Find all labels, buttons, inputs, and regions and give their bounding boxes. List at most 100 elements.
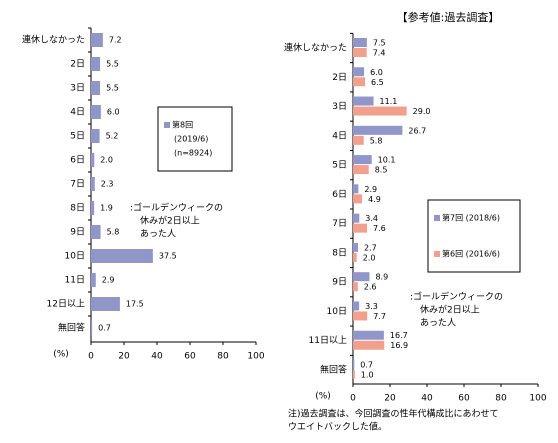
x-tick-label: 40 bbox=[151, 352, 163, 362]
x-tick-label: 80 bbox=[217, 352, 229, 362]
bar bbox=[353, 38, 367, 47]
bar bbox=[353, 125, 403, 135]
bar bbox=[91, 297, 120, 311]
x-tick-label: 80 bbox=[495, 394, 507, 404]
bar bbox=[353, 106, 407, 116]
x-tick-label: 0 bbox=[88, 352, 94, 362]
category-label: 3日 bbox=[70, 83, 85, 94]
value-label: 2.6 bbox=[364, 283, 377, 292]
value-label: 2.0 bbox=[100, 156, 113, 165]
bar bbox=[353, 194, 363, 204]
category-label: 無回答 bbox=[320, 364, 347, 376]
value-label: 7.4 bbox=[373, 49, 386, 58]
value-label: 7.7 bbox=[373, 312, 386, 321]
legend-label: 第7回 (2018/6) bbox=[442, 213, 500, 223]
value-label: 2.7 bbox=[364, 243, 377, 252]
value-label: 2.3 bbox=[101, 180, 114, 189]
bar bbox=[353, 223, 368, 233]
bar bbox=[353, 96, 374, 106]
x-tick-label: 60 bbox=[458, 394, 470, 404]
bar bbox=[353, 48, 367, 57]
footnote: ウエイトバックした値。 bbox=[288, 421, 387, 433]
bar bbox=[91, 249, 153, 263]
bar bbox=[91, 177, 95, 191]
annotation: あった人 bbox=[140, 229, 176, 240]
x-axis-label: (%) bbox=[53, 350, 69, 360]
value-label: 10.1 bbox=[378, 156, 396, 165]
chart-title: 【参考値:過去調査】 bbox=[397, 10, 500, 24]
x-tick-label: 60 bbox=[184, 352, 196, 362]
value-label: 5.5 bbox=[106, 84, 119, 93]
value-label: 0.7 bbox=[360, 361, 373, 370]
value-label: 5.8 bbox=[107, 228, 120, 237]
category-label: 5日 bbox=[332, 160, 347, 171]
category-label: 2日 bbox=[70, 59, 85, 70]
bar bbox=[353, 272, 370, 282]
legend-box bbox=[157, 106, 233, 172]
value-label: 3.4 bbox=[365, 214, 378, 223]
bar bbox=[353, 213, 360, 223]
category-label: 9日 bbox=[70, 227, 85, 238]
category-label: 4日 bbox=[70, 107, 85, 118]
annotation: :ゴールデンウィークの bbox=[130, 202, 223, 214]
bar bbox=[91, 105, 101, 119]
legend-box bbox=[427, 199, 521, 273]
value-label: 11.1 bbox=[380, 97, 398, 106]
x-axis-label: (%) bbox=[315, 392, 331, 402]
category-label: 2日 bbox=[332, 72, 347, 83]
value-label: 8.9 bbox=[375, 273, 388, 282]
legend-label: 第6回 (2016/6) bbox=[442, 249, 500, 259]
category-label: 8日 bbox=[332, 247, 347, 258]
category-label: 6日 bbox=[332, 189, 347, 200]
bar bbox=[353, 360, 355, 369]
bar bbox=[353, 301, 360, 311]
bar bbox=[353, 155, 372, 165]
category-label: 7日 bbox=[332, 218, 347, 229]
bar bbox=[353, 252, 357, 262]
value-label: 2.9 bbox=[364, 185, 377, 194]
bar bbox=[91, 225, 101, 239]
category-label: 10日 bbox=[65, 251, 85, 262]
bar bbox=[91, 33, 103, 47]
category-label: 連休しなかった bbox=[22, 34, 85, 46]
category-label: 10日 bbox=[327, 306, 347, 317]
value-label: 7.5 bbox=[373, 39, 386, 48]
category-label: 12日以上 bbox=[47, 299, 85, 310]
category-label: 9日 bbox=[332, 277, 347, 288]
legend-swatch bbox=[434, 251, 440, 257]
x-tick-label: 40 bbox=[421, 394, 433, 404]
value-label: 6.0 bbox=[370, 68, 383, 77]
bar bbox=[91, 153, 95, 167]
legend-note: (n=8924) bbox=[174, 149, 212, 158]
legend-swatch bbox=[164, 122, 170, 128]
bar bbox=[353, 77, 366, 87]
annotation: :ゴールデンウィークの bbox=[410, 291, 503, 303]
value-label: 29.0 bbox=[413, 107, 431, 116]
category-label: 4日 bbox=[332, 130, 347, 141]
category-label: 連休しなかった bbox=[284, 42, 347, 54]
x-tick-label: 100 bbox=[529, 394, 546, 404]
category-label: 11日 bbox=[65, 275, 85, 286]
category-label: 無回答 bbox=[58, 322, 85, 334]
value-label: 5.5 bbox=[106, 60, 119, 69]
value-label: 3.3 bbox=[365, 302, 378, 311]
legend-label: 第8回 bbox=[172, 120, 193, 130]
value-label: 0.7 bbox=[98, 324, 111, 333]
footnote: 注)過去調査は、今回調査の性年代構成比にあわせて bbox=[288, 408, 499, 420]
value-label: 5.8 bbox=[370, 136, 383, 145]
value-label: 2.0 bbox=[363, 253, 376, 262]
annotation: 休みが2日以上 bbox=[140, 215, 200, 227]
category-label: 8日 bbox=[70, 203, 85, 214]
value-label: 26.7 bbox=[408, 126, 426, 135]
value-label: 1.0 bbox=[361, 371, 374, 380]
category-label: 6日 bbox=[70, 155, 85, 166]
value-label: 4.9 bbox=[368, 195, 381, 204]
value-label: 37.5 bbox=[159, 252, 177, 261]
bar bbox=[91, 81, 101, 95]
value-label: 16.9 bbox=[390, 341, 408, 350]
annotation: 休みが2日以上 bbox=[420, 304, 480, 316]
x-tick-label: 20 bbox=[384, 394, 396, 404]
bar bbox=[91, 129, 100, 143]
bar bbox=[353, 311, 368, 321]
